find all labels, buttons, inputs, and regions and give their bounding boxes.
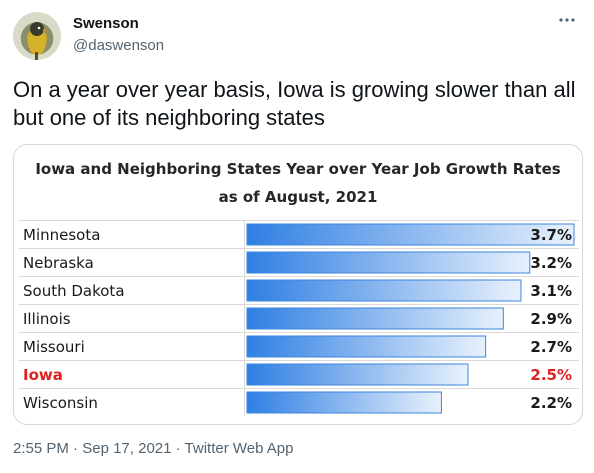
bar: [246, 223, 575, 246]
value-label: 2.7%: [530, 338, 572, 356]
bar: [246, 335, 487, 358]
tweet-date[interactable]: Sep 17, 2021: [82, 440, 172, 457]
bird-avatar-icon: [28, 22, 50, 60]
bar: [246, 363, 469, 386]
category-label: South Dakota: [23, 282, 125, 300]
value-label: 2.5%: [530, 366, 572, 384]
footer-separator: ·: [73, 440, 79, 457]
tweet-footer: 2:55 PM · Sep 17, 2021 · Twitter Web App: [13, 440, 294, 457]
bar: [246, 391, 442, 414]
bar: [246, 279, 522, 302]
chart-title: Iowa and Neighboring States Year over Ye…: [35, 160, 561, 178]
author-name[interactable]: Swenson: [73, 15, 139, 32]
category-label: Wisconsin: [23, 394, 98, 412]
category-label: Missouri: [23, 338, 85, 356]
value-label: 2.2%: [530, 394, 572, 412]
more-options-button[interactable]: [555, 14, 579, 32]
bar-chart-svg: Minnesota 3.7% Nebraska 3.2% South Dakota 3.1…: [19, 220, 579, 416]
value-label: 3.7%: [530, 226, 572, 244]
avatar[interactable]: [13, 12, 61, 60]
category-label: Minnesota: [23, 226, 100, 244]
bar: [246, 307, 504, 330]
value-label: 2.9%: [530, 310, 572, 328]
more-horizontal-icon: [559, 18, 575, 22]
bar: [246, 251, 531, 274]
footer-separator-2: ·: [175, 440, 181, 457]
tweet-media-image[interactable]: Iowa and Neighboring States Year over Ye…: [13, 144, 583, 425]
bar-chart: Minnesota 3.7% Nebraska 3.2% South Dakota 3.1…: [19, 220, 579, 416]
chart-subtitle: as of August, 2021: [218, 188, 378, 206]
author-handle[interactable]: @daswenson: [73, 37, 165, 54]
category-label: Nebraska: [23, 254, 94, 272]
tweet-header: Swenson @daswenson: [13, 12, 583, 60]
value-label: 3.1%: [530, 282, 572, 300]
category-label: Iowa: [23, 366, 63, 384]
tweet-time[interactable]: 2:55 PM: [13, 440, 69, 457]
value-label: 3.2%: [530, 254, 572, 272]
tweet-source-app[interactable]: Twitter Web App: [184, 440, 294, 457]
tweet-text: On a year over year basis, Iowa is growi…: [13, 77, 576, 130]
category-label: Illinois: [23, 310, 71, 328]
